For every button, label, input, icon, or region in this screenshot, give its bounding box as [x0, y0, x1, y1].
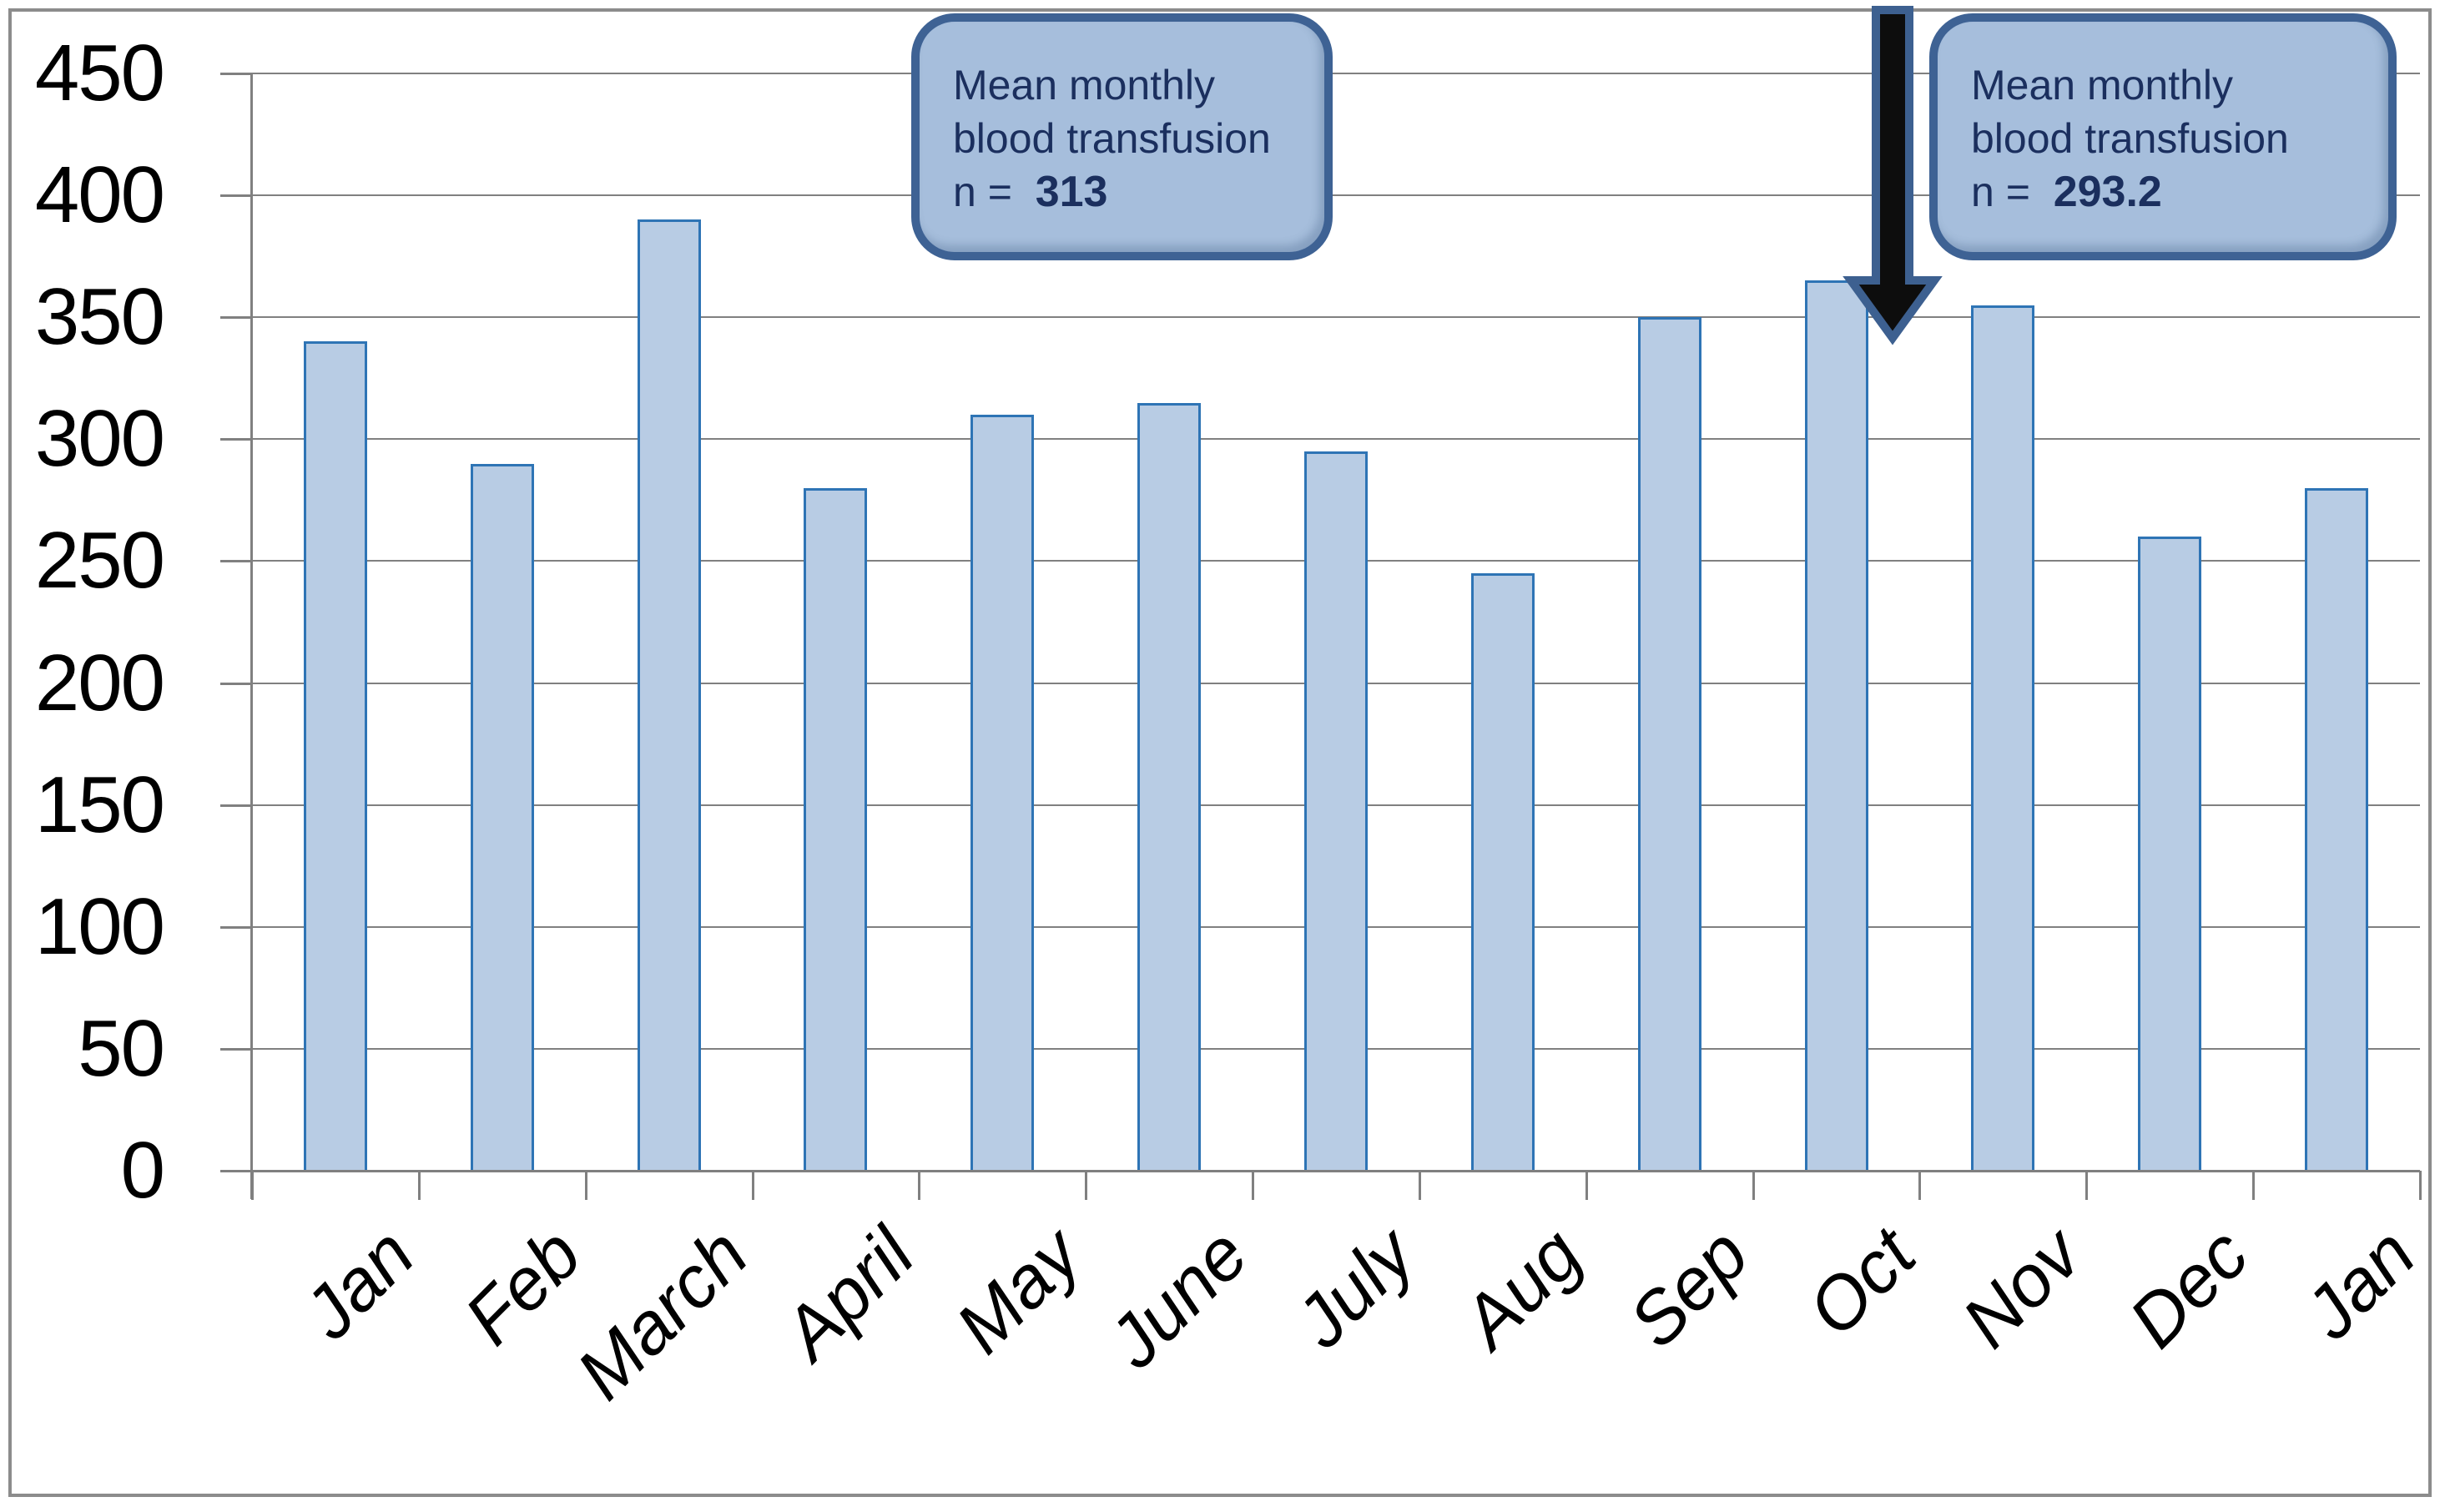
callout-mean-313: Mean monthly blood transfusion n = 313	[911, 13, 1333, 260]
x-axis-tick	[1585, 1171, 1588, 1200]
callout-line1: Mean monthly	[953, 62, 1216, 108]
gridline	[252, 73, 2420, 74]
y-axis-line	[250, 73, 253, 1199]
y-axis-label: 350	[34, 272, 165, 362]
bar	[1470, 573, 1535, 1172]
down-arrow-icon	[1843, 6, 1943, 345]
x-axis-tick	[1252, 1171, 1255, 1200]
y-axis-tick	[220, 804, 252, 807]
bar	[1637, 317, 1701, 1172]
y-axis-label: 200	[34, 638, 165, 728]
bar	[637, 219, 701, 1172]
n-label: n =	[1971, 169, 2030, 215]
bar	[1804, 280, 1868, 1172]
y-axis-tick	[220, 194, 252, 198]
y-axis-tick	[220, 316, 252, 320]
x-axis-tick	[417, 1171, 421, 1200]
x-axis-tick	[1085, 1171, 1088, 1200]
y-axis-label: 400	[34, 150, 165, 240]
y-axis-tick	[220, 560, 252, 563]
x-axis-tick	[584, 1171, 587, 1200]
gridline	[252, 316, 2420, 319]
bar	[2305, 487, 2369, 1172]
n-value: 313	[1035, 168, 1108, 216]
bar	[470, 463, 534, 1172]
y-axis-tick	[220, 1170, 252, 1172]
x-axis-tick	[2419, 1171, 2422, 1200]
y-axis-label: 150	[34, 759, 165, 849]
callout-n-line: n = 293.2	[1971, 165, 2372, 219]
x-axis-tick	[1752, 1171, 1755, 1200]
callout-mean-293: Mean monthly blood transfusion n = 293.2	[1929, 13, 2397, 260]
gridline	[252, 438, 2420, 441]
n-label: n =	[953, 169, 1012, 215]
bar	[1971, 305, 2035, 1172]
x-axis-tick	[2085, 1171, 2089, 1200]
n-value: 293.2	[2053, 168, 2162, 216]
y-axis-tick	[220, 73, 252, 75]
y-axis-label: 100	[34, 881, 165, 971]
callout-line2: blood transfusion	[1971, 115, 2289, 162]
bar	[804, 487, 868, 1172]
callout-n-line: n = 313	[953, 165, 1308, 219]
chart-outer-border	[8, 8, 2432, 1497]
callout-line2: blood transfusion	[953, 115, 1271, 162]
x-axis-tick	[2252, 1171, 2256, 1200]
bar	[303, 341, 367, 1172]
x-axis-tick	[1418, 1171, 1421, 1200]
callout-line1: Mean monthly	[1971, 62, 2234, 108]
bar	[970, 415, 1035, 1172]
x-axis-tick	[751, 1171, 754, 1200]
y-axis-label: 50	[78, 1003, 165, 1093]
bar	[1304, 451, 1368, 1172]
bar	[2138, 537, 2202, 1172]
bar	[1137, 402, 1202, 1172]
y-axis-tick	[220, 925, 252, 929]
x-axis-tick	[918, 1171, 921, 1200]
y-axis-label: 450	[34, 28, 165, 118]
y-axis-tick	[220, 1047, 252, 1051]
x-axis-tick	[251, 1171, 254, 1200]
x-axis-line	[252, 1170, 2420, 1172]
y-axis-label: 250	[34, 516, 165, 606]
gridline	[252, 194, 2420, 197]
y-axis-tick	[220, 682, 252, 685]
y-axis-label: 300	[34, 394, 165, 484]
y-axis-tick	[220, 438, 252, 441]
x-axis-tick	[1918, 1171, 1922, 1200]
y-axis-label: 0	[120, 1126, 165, 1215]
